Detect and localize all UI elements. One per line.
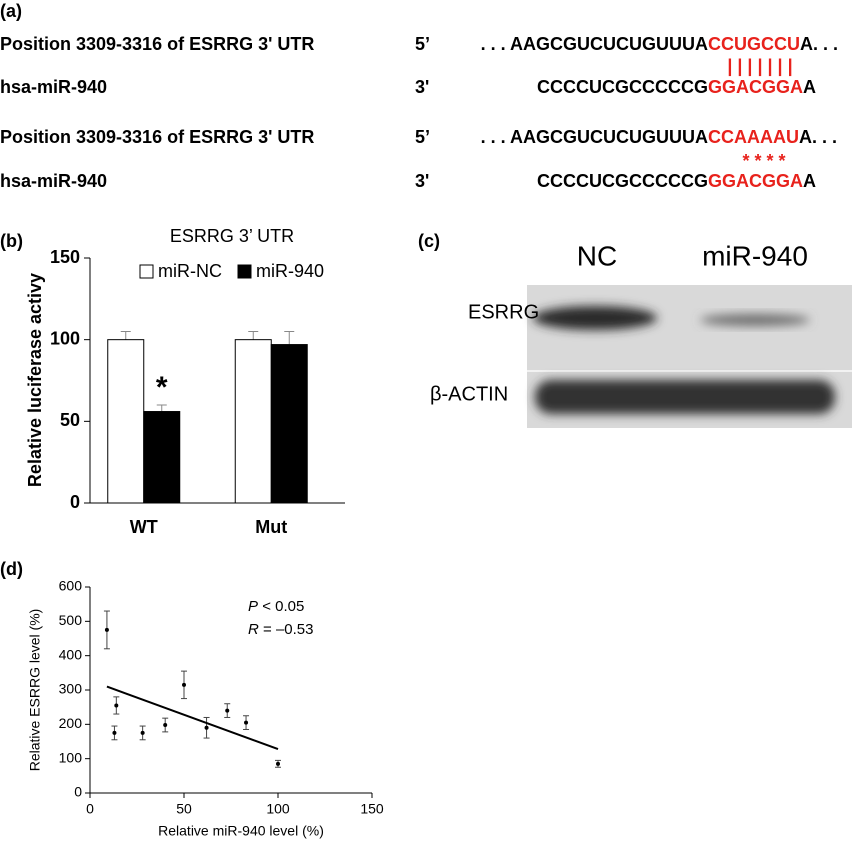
point xyxy=(276,761,280,766)
binding-site: CCUGCCU xyxy=(708,34,800,54)
statistic-symbol: R xyxy=(248,621,259,638)
x-tick-label: 150 xyxy=(360,801,384,817)
point xyxy=(182,682,186,687)
pairing: | | | | | | | xyxy=(727,56,792,76)
x-tick-label: 100 xyxy=(266,801,290,817)
point xyxy=(225,708,230,713)
x-tick-label: Mut xyxy=(255,517,287,537)
bar xyxy=(270,344,308,504)
legend-label: miR-NC xyxy=(158,261,222,281)
strand-end: 5’ xyxy=(415,127,430,147)
row-label: β-ACTIN xyxy=(430,383,508,405)
bar xyxy=(234,339,272,504)
trendline xyxy=(106,685,279,750)
y-tick-label: 100 xyxy=(50,328,80,348)
sequence: A xyxy=(803,77,816,97)
binding-site: GGACGGA xyxy=(708,171,803,191)
binding-site: GGACGGA xyxy=(708,77,803,97)
sequence: . . . AAGCGUCUCUGUUUA xyxy=(481,34,708,54)
strand-end: 3' xyxy=(415,77,429,97)
y-axis-label: Relative ESRRG level (%) xyxy=(27,609,43,772)
panel-label: (b) xyxy=(0,231,23,251)
legend-label: miR-940 xyxy=(256,261,324,281)
sequence: A. . . xyxy=(799,127,837,147)
point xyxy=(140,730,145,735)
sequence-name: hsa-miR-940 xyxy=(0,171,107,191)
sequence: A. . . xyxy=(800,34,838,54)
legend-swatch xyxy=(237,264,252,279)
y-tick-label: 0 xyxy=(70,492,80,512)
point xyxy=(114,703,119,708)
statistic: P < 0.05 xyxy=(248,598,304,615)
binding-site: CCAAAAU xyxy=(708,127,799,147)
sequence-name: Position 3309-3316 of ESRRG 3' UTR xyxy=(0,127,314,147)
point xyxy=(204,725,209,730)
statistic-value: = –0.53 xyxy=(263,621,313,638)
point xyxy=(112,730,117,735)
sequence: GGACGGAA xyxy=(708,171,816,191)
row-label: ESRRG xyxy=(468,301,539,323)
band xyxy=(535,380,835,414)
y-tick-label: 600 xyxy=(59,578,83,594)
sequence: . . . AAGCGUCUCUGUUUA xyxy=(481,127,708,147)
panel-label: (a) xyxy=(0,1,22,21)
strand-end: 5’ xyxy=(415,34,430,54)
x-axis-label: Relative miR-940 level (%) xyxy=(158,823,324,839)
x-tick-label: 50 xyxy=(176,801,192,817)
y-tick-label: 0 xyxy=(74,784,82,800)
sequence: CCCCUCGCCCCCG xyxy=(537,171,708,191)
y-tick-label: 400 xyxy=(59,646,83,662)
point xyxy=(244,720,249,725)
blot-gap xyxy=(527,370,852,372)
bar xyxy=(143,411,181,504)
y-tick-label: 500 xyxy=(59,612,83,628)
panel-label: (d) xyxy=(0,559,23,579)
point xyxy=(104,627,109,632)
panel-label: (c) xyxy=(418,231,440,251)
sequence-name: Position 3309-3316 of ESRRG 3' UTR xyxy=(0,34,314,54)
sequence: CCAAAAUA. . . xyxy=(708,127,837,147)
sequence: CCCCUCGCCCCCG xyxy=(537,77,708,97)
column-label: NC xyxy=(577,240,617,271)
y-axis-label: Relative luciferase activy xyxy=(25,273,45,487)
statistic-symbol: P xyxy=(248,598,258,615)
y-tick-label: 150 xyxy=(50,247,80,267)
significance-marker: * xyxy=(156,371,168,404)
mismatch: * * * * xyxy=(742,151,785,171)
band xyxy=(700,314,810,326)
sequence: GGACGGAA xyxy=(708,77,816,97)
sequence: CCUGCCUA. . . xyxy=(708,34,838,54)
band xyxy=(533,306,657,330)
statistic: R = –0.53 xyxy=(248,621,313,638)
point xyxy=(163,723,168,728)
y-tick-label: 200 xyxy=(59,715,83,731)
legend-swatch xyxy=(139,264,154,279)
statistic-value: < 0.05 xyxy=(262,598,304,615)
column-label: miR-940 xyxy=(702,240,808,271)
y-tick-label: 100 xyxy=(59,749,83,765)
strand-end: 3' xyxy=(415,171,429,191)
x-tick-label: 0 xyxy=(86,801,94,817)
sequence: A xyxy=(803,171,816,191)
bar xyxy=(107,339,145,504)
chart-title: ESRRG 3’ UTR xyxy=(170,226,294,246)
y-tick-label: 300 xyxy=(59,681,83,697)
y-tick-label: 50 xyxy=(60,410,80,430)
sequence-name: hsa-miR-940 xyxy=(0,77,107,97)
x-tick-label: WT xyxy=(130,517,158,537)
